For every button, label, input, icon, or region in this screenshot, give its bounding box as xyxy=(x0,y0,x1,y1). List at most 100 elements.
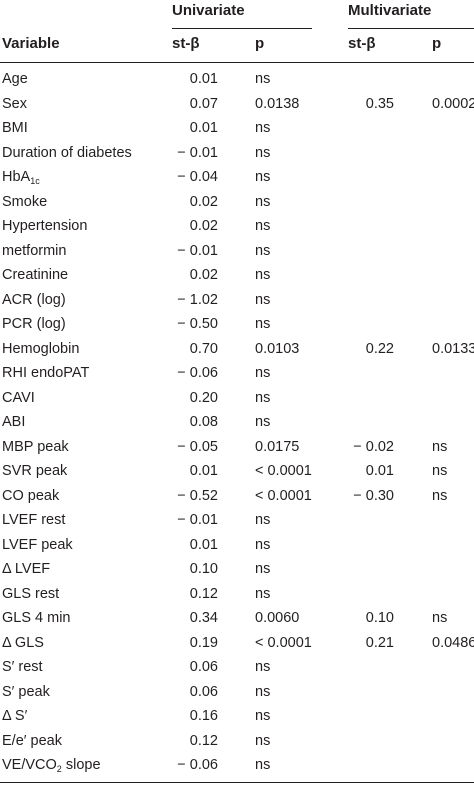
cell-uni-p: 0.0138 xyxy=(255,95,300,112)
cell-multi-st-beta: 0.35 xyxy=(365,95,394,112)
table-row: GLS rest 0.12 ns xyxy=(0,582,474,606)
table-row: HbA1c − 0.04 ns xyxy=(0,165,474,189)
cell-uni-p: ns xyxy=(255,71,271,87)
cell-uni-st-beta: − 0.01 xyxy=(177,144,218,161)
cell-uni-st-beta: − 0.06 xyxy=(177,757,218,773)
variable-name: LVEF rest xyxy=(2,512,66,528)
table-row: metformin − 0.01 ns xyxy=(0,239,474,263)
table-row: VE/VCO2 slope − 0.06 ns xyxy=(0,753,474,777)
cell-uni-p: ns xyxy=(255,512,271,528)
variable-subscript: 1c xyxy=(30,176,40,186)
variable-name: metformin xyxy=(2,242,67,259)
table-row: Hypertension 0.02 ns xyxy=(0,214,474,238)
cell-uni-st-beta: 0.70 xyxy=(189,340,218,357)
variable-suffix: slope xyxy=(61,757,101,773)
variable-name: MBP peak xyxy=(2,438,69,455)
cell-uni-st-beta: − 1.02 xyxy=(177,291,218,308)
cell-uni-p: ns xyxy=(255,585,271,602)
cell-uni-p: ns xyxy=(255,389,271,406)
cell-uni-st-beta: 0.02 xyxy=(189,267,218,283)
cell-multi-st-beta: 0.01 xyxy=(365,463,394,479)
cell-variable: Smoke xyxy=(2,190,47,214)
cell-variable: HbA1c xyxy=(2,165,40,189)
table-row: Δ LVEF 0.10 ns xyxy=(0,557,474,581)
variable-name: CAVI xyxy=(2,389,35,406)
column-header-multi-p: p xyxy=(432,35,442,52)
cell-uni-st-beta: 0.06 xyxy=(189,683,218,700)
table-row: Smoke 0.02 ns xyxy=(0,190,474,214)
cell-multi-p: ns xyxy=(432,610,448,626)
table-row: Hemoglobin 0.70 0.0103 0.22 0.01334 xyxy=(0,337,474,361)
cell-variable: E/e′ peak xyxy=(2,729,62,753)
cell-uni-st-beta: − 0.04 xyxy=(177,169,218,185)
table-row: SVR peak 0.01 < 0.0001 0.01 ns xyxy=(0,459,474,483)
cell-variable: GLS rest xyxy=(2,582,59,606)
cell-uni-p: < 0.0001 xyxy=(255,634,312,651)
variable-name: Age xyxy=(2,71,28,87)
variable-name: LVEF peak xyxy=(2,536,73,553)
cell-uni-st-beta: 0.01 xyxy=(189,536,218,553)
variable-name: Sex xyxy=(2,95,27,112)
cell-variable: Duration of diabetes xyxy=(2,141,132,165)
table-row: GLS 4 min 0.34 0.0060 0.10 ns xyxy=(0,606,474,630)
cell-uni-st-beta: − 0.01 xyxy=(177,512,218,528)
table-row: ACR (log) − 1.02 ns xyxy=(0,288,474,312)
cell-uni-st-beta: 0.01 xyxy=(189,463,218,479)
cell-variable: ACR (log) xyxy=(2,288,66,312)
table-row: LVEF rest − 0.01 ns xyxy=(0,508,474,532)
cell-variable: S′ peak xyxy=(2,680,50,704)
cell-variable: Age xyxy=(2,67,28,91)
variable-name: E/e′ peak xyxy=(2,732,62,749)
cell-variable: CAVI xyxy=(2,386,35,410)
cell-uni-p: ns xyxy=(255,120,271,136)
variable-name: PCR (log) xyxy=(2,316,66,332)
variable-subscript: 2 xyxy=(56,764,62,774)
cell-multi-st-beta: 0.21 xyxy=(365,634,394,651)
header-rule xyxy=(0,62,474,63)
column-header-multi-st-beta: st-β xyxy=(348,35,376,52)
cell-variable: VE/VCO2 slope xyxy=(2,753,101,777)
table-row: Δ S′ 0.16 ns xyxy=(0,704,474,728)
variable-name: Δ GLS xyxy=(2,634,44,651)
cell-variable: LVEF peak xyxy=(2,533,73,557)
variable-name: VE/VCO xyxy=(2,757,57,773)
table-row: CAVI 0.20 ns xyxy=(0,386,474,410)
cell-multi-st-beta: − 0.02 xyxy=(353,438,394,455)
variable-name: Hypertension xyxy=(2,218,88,234)
cell-uni-p: ns xyxy=(255,316,271,332)
cell-uni-st-beta: − 0.05 xyxy=(177,438,218,455)
cell-uni-p: ns xyxy=(255,536,271,553)
cell-uni-st-beta: − 0.50 xyxy=(177,316,218,332)
cell-multi-p: 0.00029 xyxy=(432,95,474,112)
cell-uni-p: ns xyxy=(255,732,271,749)
cell-uni-st-beta: 0.02 xyxy=(189,218,218,234)
cell-multi-p: ns xyxy=(432,438,448,455)
cell-variable: MBP peak xyxy=(2,435,69,459)
cell-variable: GLS 4 min xyxy=(2,606,71,630)
cell-uni-p: ns xyxy=(255,218,271,234)
cell-variable: Hemoglobin xyxy=(2,337,79,361)
variable-name: Smoke xyxy=(2,193,48,210)
table-row: LVEF peak 0.01 ns xyxy=(0,533,474,557)
column-header-uni-st-beta: st-β xyxy=(172,35,200,52)
cell-uni-st-beta: 0.34 xyxy=(189,610,218,626)
cell-variable: Δ LVEF xyxy=(2,557,50,581)
table-row: BMI 0.01 ns xyxy=(0,116,474,140)
variable-name: HbA xyxy=(2,169,31,185)
variable-name: SVR peak xyxy=(2,463,68,479)
cell-variable: Sex xyxy=(2,92,27,116)
variable-name: CO peak xyxy=(2,487,60,504)
cell-uni-p: ns xyxy=(255,757,271,773)
table-row: E/e′ peak 0.12 ns xyxy=(0,729,474,753)
cell-uni-p: ns xyxy=(255,561,271,577)
cell-uni-st-beta: 0.01 xyxy=(189,120,218,136)
cell-uni-p: ns xyxy=(255,365,271,381)
cell-uni-p: ns xyxy=(255,291,271,308)
cell-uni-p: ns xyxy=(255,169,271,185)
cell-variable: LVEF rest xyxy=(2,508,65,532)
cell-variable: Δ GLS xyxy=(2,631,44,655)
column-header-variable: Variable xyxy=(2,35,60,52)
cell-variable: BMI xyxy=(2,116,28,140)
cell-uni-st-beta: − 0.52 xyxy=(177,487,218,504)
cell-variable: SVR peak xyxy=(2,459,67,483)
